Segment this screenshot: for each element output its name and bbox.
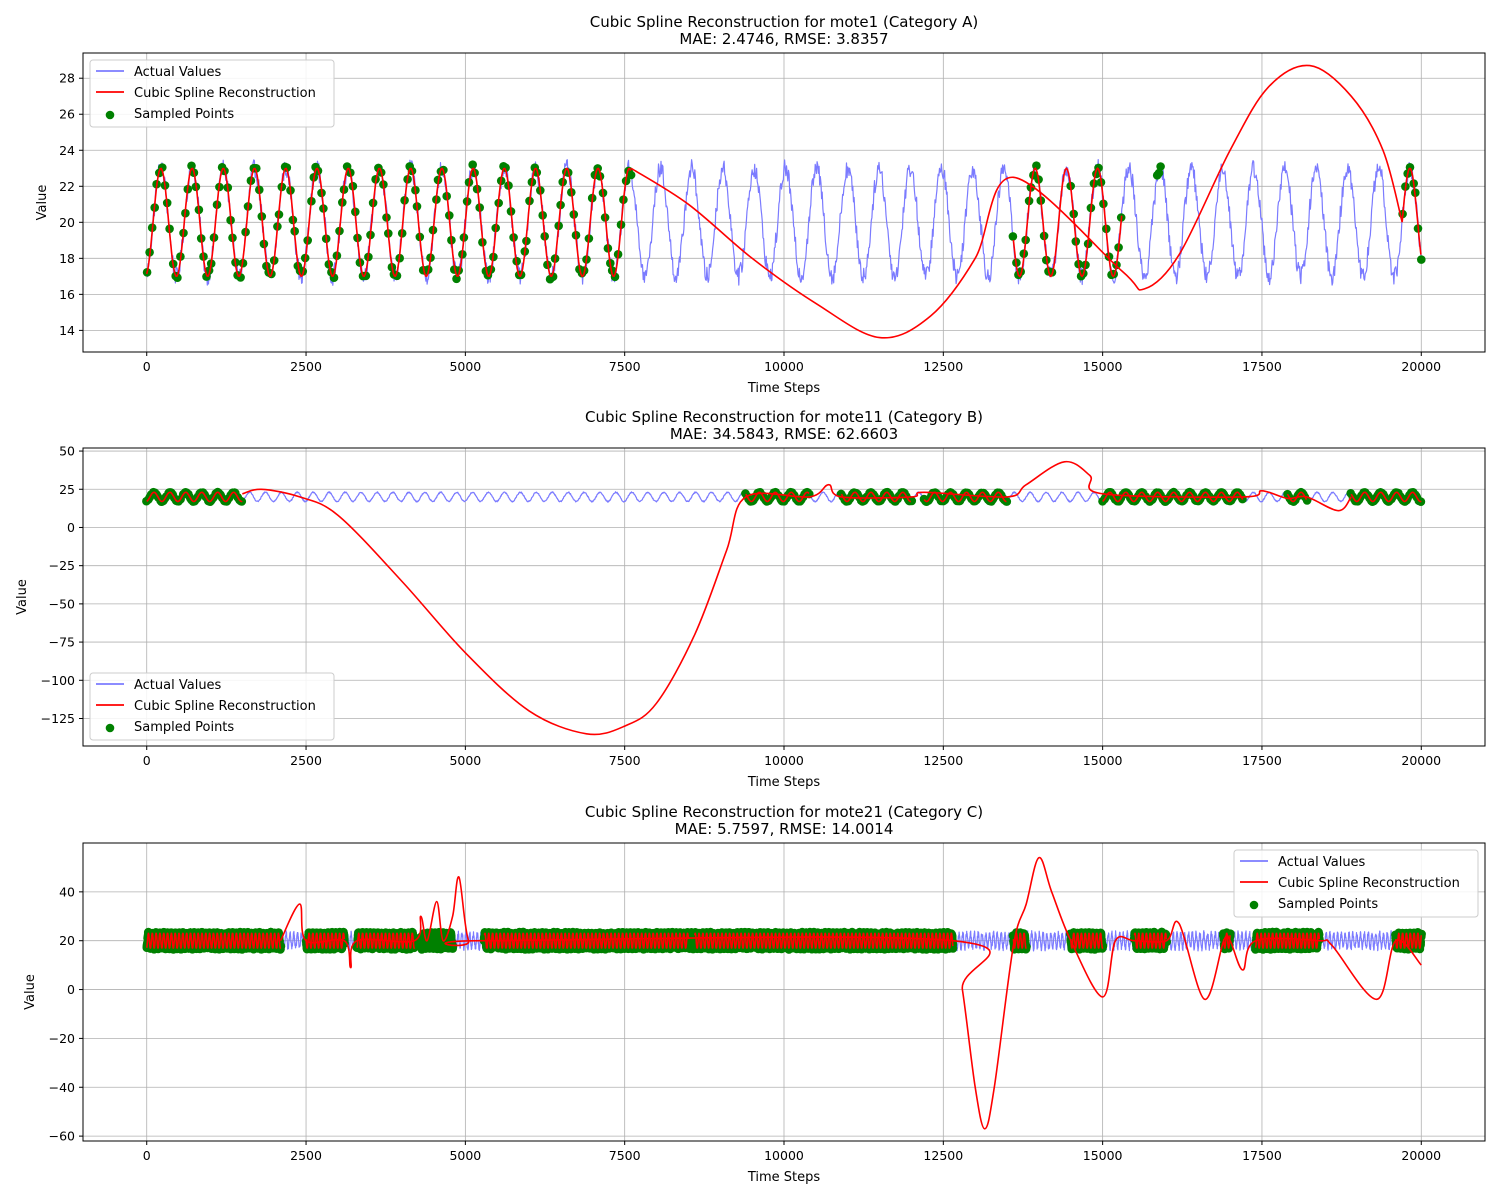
chart-subtitle: MAE: 34.5843, RMSE: 62.6603 [670, 425, 898, 443]
chart-panel-3: Cubic Spline Reconstruction for mote21 (… [23, 803, 1486, 1185]
chart-subtitle: MAE: 2.4746, RMSE: 3.8357 [679, 30, 888, 48]
series-cubic-spline [146, 460, 1422, 736]
x-tick-label: 0 [143, 359, 151, 374]
y-axis-label: Value [35, 185, 50, 221]
sampled-point [251, 164, 261, 173]
x-tick-label: 17500 [1242, 359, 1282, 374]
sampled-point [548, 272, 558, 282]
chart-title: Cubic Spline Reconstruction for mote11 (… [585, 408, 983, 426]
y-tick-label: 25 [59, 482, 75, 497]
y-tick-label: −75 [49, 635, 75, 650]
grid [83, 448, 1485, 746]
series-cubic-spline [145, 64, 1422, 339]
x-tick-label: 5000 [449, 359, 481, 374]
y-tick-label: 28 [59, 71, 75, 86]
x-axis-label: Time Steps [747, 381, 821, 396]
y-tick-label: 18 [59, 251, 75, 266]
sampled-point [907, 496, 917, 506]
y-tick-label: 0 [67, 520, 75, 535]
x-tick-label: 7500 [609, 359, 641, 374]
chart-title: Cubic Spline Reconstruction for mote21 (… [585, 803, 983, 821]
spline-segment [1401, 167, 1422, 255]
x-tick-label: 2500 [290, 359, 322, 374]
x-tick-label: 20000 [1401, 359, 1441, 374]
sampled-point [1032, 161, 1041, 170]
legend-box [89, 59, 335, 128]
x-tick-label: 12500 [923, 753, 963, 768]
y-tick-label: 24 [59, 143, 75, 158]
x-tick-label: 0 [143, 753, 151, 768]
spline-segment [923, 491, 1007, 503]
y-tick-label: 22 [59, 179, 75, 194]
spline-segment [1102, 491, 1244, 503]
x-tick-label: 15000 [1083, 359, 1123, 374]
legend-label: Cubic Spline Reconstruction [134, 86, 316, 101]
x-tick-label: 5000 [449, 753, 481, 768]
x-tick-label: 15000 [1083, 753, 1123, 768]
sampled-point [468, 160, 478, 169]
y-axis-label: Value [15, 579, 30, 615]
sampled-point [452, 274, 461, 284]
y-tick-label: 16 [59, 287, 75, 302]
x-tick-label: 2500 [290, 753, 322, 768]
sampled-point [1156, 162, 1165, 171]
sampled-point [1405, 163, 1415, 172]
chart-title: Cubic Spline Reconstruction for mote1 (C… [590, 13, 978, 31]
legend-box [89, 672, 335, 741]
spline-excursion [242, 460, 1352, 736]
spline-segment [1350, 491, 1422, 503]
x-tick-label: 17500 [1242, 753, 1282, 768]
y-tick-label: −125 [41, 711, 75, 726]
sampled-point [361, 271, 371, 281]
y-tick-label: 26 [59, 107, 75, 122]
sampled-point [1008, 232, 1018, 241]
plot-area [142, 64, 1426, 339]
y-tick-label: 14 [59, 323, 75, 338]
sampled-point [187, 161, 196, 171]
sampled-point [448, 942, 458, 951]
chart-panel-2: Cubic Spline Reconstruction for mote11 (… [15, 408, 1486, 790]
y-tick-label: −50 [49, 596, 75, 611]
spline-segment [840, 491, 911, 503]
legend-label: Actual Values [134, 65, 222, 80]
legend-swatch [105, 723, 115, 733]
sampled-point [626, 170, 636, 180]
plot-area [142, 460, 1426, 736]
sampled-point [1154, 168, 1164, 178]
grid [83, 53, 1485, 352]
x-tick-label: 7500 [609, 753, 641, 768]
y-tick-label: 20 [59, 215, 75, 230]
legend-label: Sampled Points [134, 107, 234, 122]
sampled-point [1417, 255, 1426, 264]
y-tick-label: 50 [59, 444, 75, 459]
legend-label: Cubic Spline Reconstruction [134, 699, 316, 714]
plot-area [142, 856, 1426, 1130]
x-tick-label: 10000 [764, 359, 804, 374]
legend-label: Actual Values [134, 678, 222, 693]
spline-segment [145, 167, 632, 277]
spline-segment [146, 491, 243, 503]
chart-panel-1: Cubic Spline Reconstruction for mote1 (C… [35, 13, 1486, 396]
y-tick-label: −25 [49, 558, 75, 573]
legend-swatch [105, 110, 115, 120]
x-axis-label: Time Steps [747, 775, 821, 790]
y-tick-label: −100 [41, 673, 75, 688]
chart-subtitle: MAE: 5.7597, RMSE: 14.0014 [675, 820, 894, 838]
x-tick-label: 20000 [1401, 753, 1441, 768]
x-tick-label: 12500 [923, 359, 963, 374]
spline-segment [1012, 167, 1123, 278]
x-tick-label: 10000 [764, 753, 804, 768]
legend-label: Sampled Points [134, 720, 234, 735]
legend: Actual Values Cubic Spline Reconstruction… [89, 672, 335, 741]
spline-excursion [630, 64, 1403, 339]
legend: Actual Values Cubic Spline Reconstruction… [89, 59, 335, 128]
sampled-point [204, 266, 214, 275]
sampled-point [392, 271, 402, 281]
